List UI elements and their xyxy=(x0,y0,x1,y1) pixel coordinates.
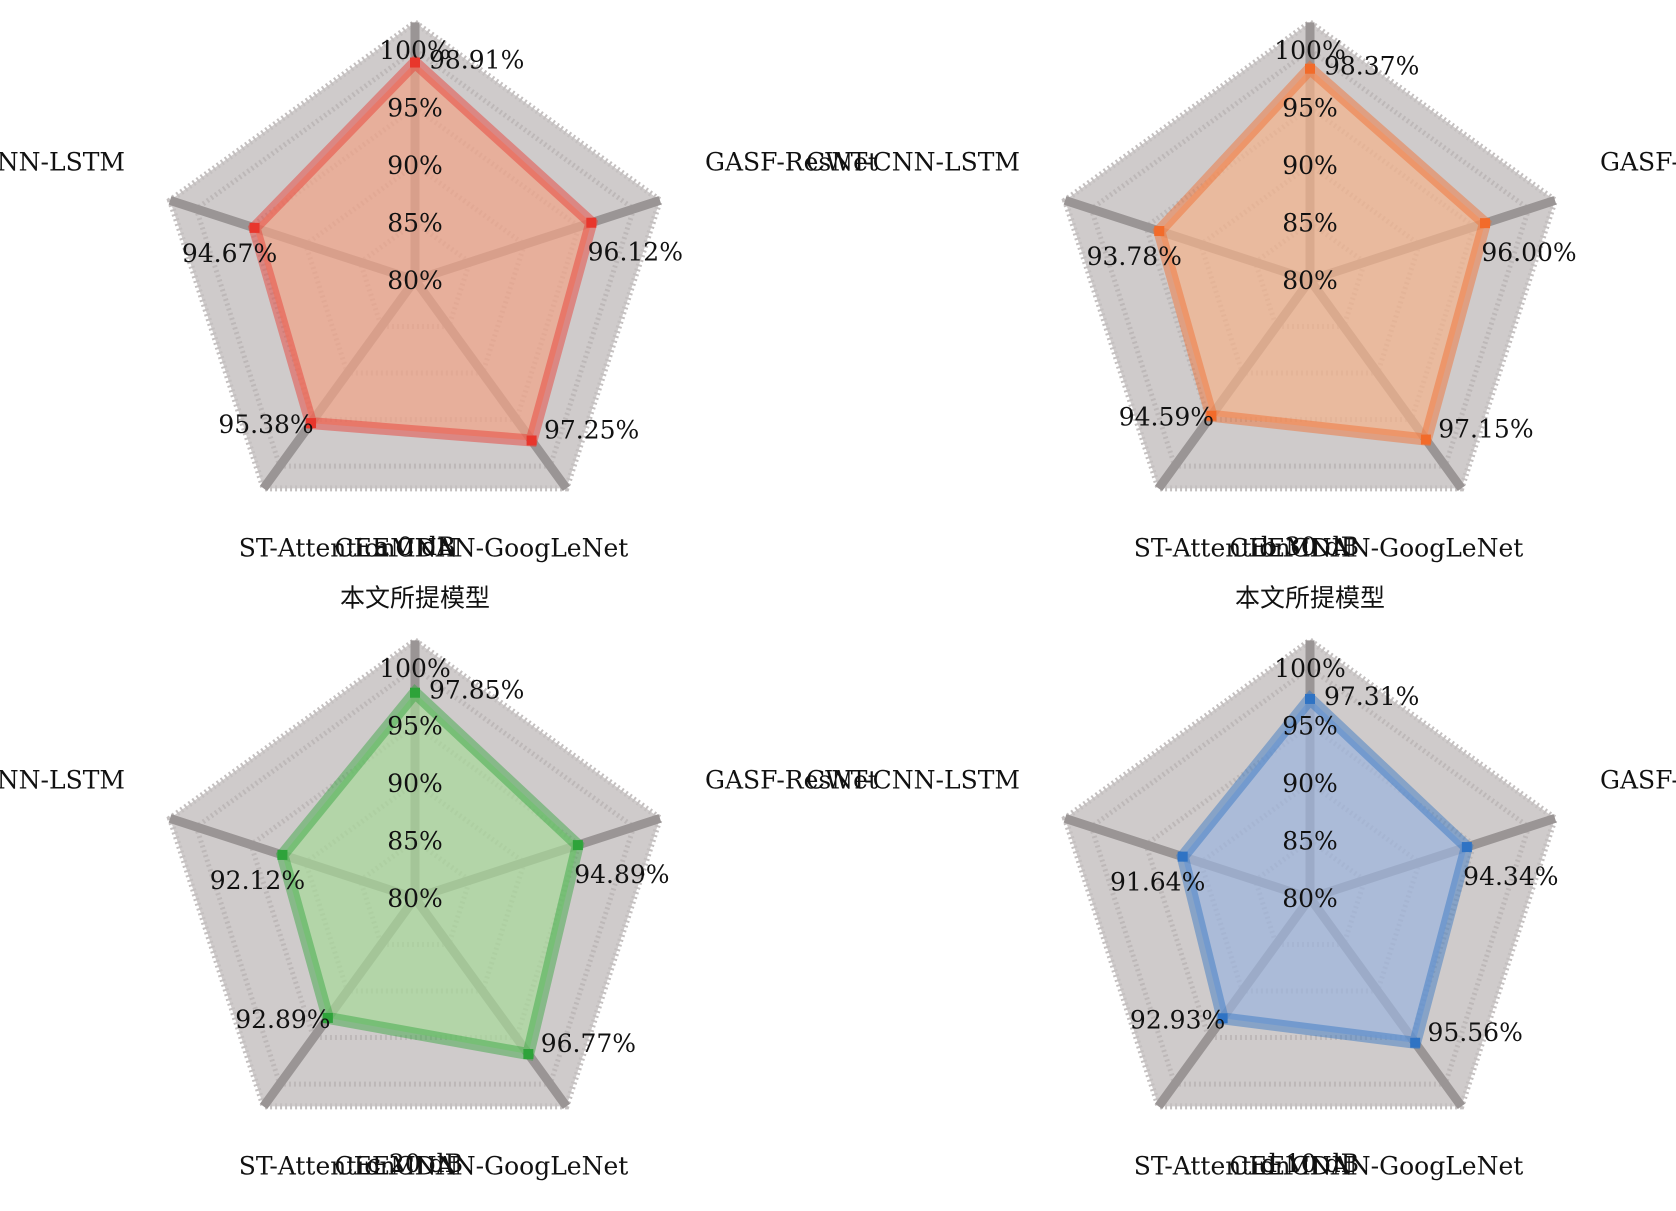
radar-data-point xyxy=(322,1012,333,1023)
radar-axis-label: GASF-ResNet xyxy=(1600,765,1676,794)
radar-data-point xyxy=(1479,218,1490,229)
radar-axis-label: GASF-ResNet xyxy=(705,147,878,176)
radar-value-label: 94.59% xyxy=(1119,403,1214,432)
radar-axis-label: CEEMDAN-GoogLeNet xyxy=(334,533,628,562)
panel-caption: a 0 dB xyxy=(374,532,455,561)
radar-grid-ring xyxy=(248,722,582,1041)
radar-data-point xyxy=(1206,410,1217,421)
radar-data-point xyxy=(572,840,583,851)
radar-data-point xyxy=(277,849,288,860)
radar-series-area xyxy=(275,683,585,1061)
radar-data-point xyxy=(1154,226,1165,237)
radar-panel-4: 80% 85% 90% 95% 100%97.31% 94.34% 95.56% 92.93%… xyxy=(806,583,1676,1180)
radar-tick-label: 100% xyxy=(1274,36,1345,65)
radar-series-area xyxy=(1152,60,1492,447)
panel-caption: b 30 dB xyxy=(1261,532,1359,561)
radar-tick-label: 90% xyxy=(1282,151,1338,180)
radar-value-label: 92.93% xyxy=(1130,1005,1225,1034)
radar-axis-label: CWT-CNN-LSTM xyxy=(0,765,125,794)
radar-grid-ring xyxy=(1088,664,1532,1087)
radar-axis-label: GASF-ResNet xyxy=(1600,147,1676,176)
radar-data-point xyxy=(1305,63,1315,74)
radar-data-point xyxy=(249,222,260,233)
radar-axis-label: 本文所提模型 xyxy=(340,583,490,612)
radar-data-point xyxy=(1420,434,1431,445)
radar-data-point xyxy=(1461,842,1472,853)
radar-tick-label: 95% xyxy=(1282,712,1338,741)
radar-panel-2: 80% 85% 90% 95% 100%98.37% 96.00% 97.15% 94.59%… xyxy=(806,18,1676,562)
radar-tick-label: 90% xyxy=(1282,769,1338,798)
radar-grid-ring xyxy=(193,46,637,469)
radar-value-label: 93.78% xyxy=(1087,242,1182,271)
radar-axis-label: CEEMDAN-GoogLeNet xyxy=(1229,533,1523,562)
radar-tick-label: 95% xyxy=(387,712,443,741)
radar-axis-label: ST-AttentionCNN xyxy=(1134,533,1354,562)
radar-value-label: 96.12% xyxy=(588,238,683,267)
radar-axis-label: CEEMDAN-GoogLeNet xyxy=(334,1151,628,1180)
radar-tick-label: 100% xyxy=(379,654,450,683)
radar-axis-label: 本文所提模型 xyxy=(1235,583,1385,612)
radar-grid-ring xyxy=(193,664,637,1087)
radar-grid-ring xyxy=(1143,722,1477,1041)
radar-series-area xyxy=(247,54,599,447)
radar-data-point xyxy=(586,217,597,228)
radar-tick-label: 90% xyxy=(387,151,443,180)
radar-grid-ring xyxy=(1088,46,1532,469)
radar-tick-label: 100% xyxy=(1274,654,1345,683)
panel-caption: d 10 dB xyxy=(1261,1149,1359,1178)
radar-axis-label: ST-AttentionCNN xyxy=(239,1151,459,1180)
radar-data-point xyxy=(1177,851,1188,862)
radar-tick-label: 80% xyxy=(1282,266,1338,295)
radar-data-point xyxy=(410,57,420,68)
radar-tick-label: 95% xyxy=(1282,94,1338,123)
radar-axis-label: CEEMDAN-GoogLeNet xyxy=(1229,1151,1523,1180)
radar-tick-label: 90% xyxy=(387,769,443,798)
radar-value-label: 91.64% xyxy=(1110,868,1205,897)
radar-tick-label: 85% xyxy=(1282,827,1338,856)
radar-tick-label: 95% xyxy=(387,94,443,123)
radar-tick-label: 80% xyxy=(387,266,443,295)
radar-axis-label: CWT-CNN-LSTM xyxy=(806,765,1020,794)
radar-data-point xyxy=(306,418,317,429)
radar-axis-label: GASF-ResNet xyxy=(705,765,878,794)
radar-axis-label: CWT-CNN-LSTM xyxy=(806,147,1020,176)
radar-tick-label: 85% xyxy=(1282,209,1338,238)
radar-panel-1: 80%85%90%95%100%98.91%96.12%97.25%95.38%… xyxy=(0,18,878,562)
radar-data-point xyxy=(1305,693,1315,704)
radar-tick-label: 85% xyxy=(387,209,443,238)
radar-data-point xyxy=(410,687,420,698)
panel-caption: c 20 dB xyxy=(367,1149,463,1178)
radar-value-label: 94.89% xyxy=(574,860,669,889)
radar-axis-label: CWT-CNN-LSTM xyxy=(0,147,125,176)
radar-panel-3: 80% 85% 90% 95% 100%97.85% 94.89% 96.77% 92.89%… xyxy=(0,583,878,1180)
radar-value-label: 97.15% xyxy=(1438,415,1533,444)
radar-value-label: 96.00% xyxy=(1481,238,1576,267)
radar-data-point xyxy=(1217,1013,1228,1024)
radar-value-label: 98.91% xyxy=(429,46,524,75)
radar-series-area xyxy=(1176,690,1474,1050)
radar-value-label: 95.38% xyxy=(218,410,313,439)
radar-value-label: 92.12% xyxy=(210,866,305,895)
radar-value-label: 98.37% xyxy=(1324,52,1419,81)
radar-axis-label: ST-AttentionCNN xyxy=(239,533,459,562)
radar-data-point xyxy=(523,1049,534,1060)
radar-value-label: 96.77% xyxy=(541,1029,636,1058)
radar-value-label: 94.34% xyxy=(1463,862,1558,891)
radar-tick-label: 80% xyxy=(1282,884,1338,913)
radar-value-label: 97.85% xyxy=(429,676,524,705)
radar-data-point xyxy=(1410,1037,1421,1048)
radar-value-label: 97.25% xyxy=(544,415,639,444)
radar-tick-label: 80% xyxy=(387,884,443,913)
radar-value-label: 95.56% xyxy=(1428,1018,1523,1047)
radar-value-label: 92.89% xyxy=(235,1005,330,1034)
radar-value-label: 94.67% xyxy=(182,239,277,268)
radar-value-label: 97.31% xyxy=(1324,682,1419,711)
radar-axis-label: ST-AttentionCNN xyxy=(1134,1151,1354,1180)
radar-tick-label: 85% xyxy=(387,827,443,856)
radar-data-point xyxy=(526,435,537,446)
